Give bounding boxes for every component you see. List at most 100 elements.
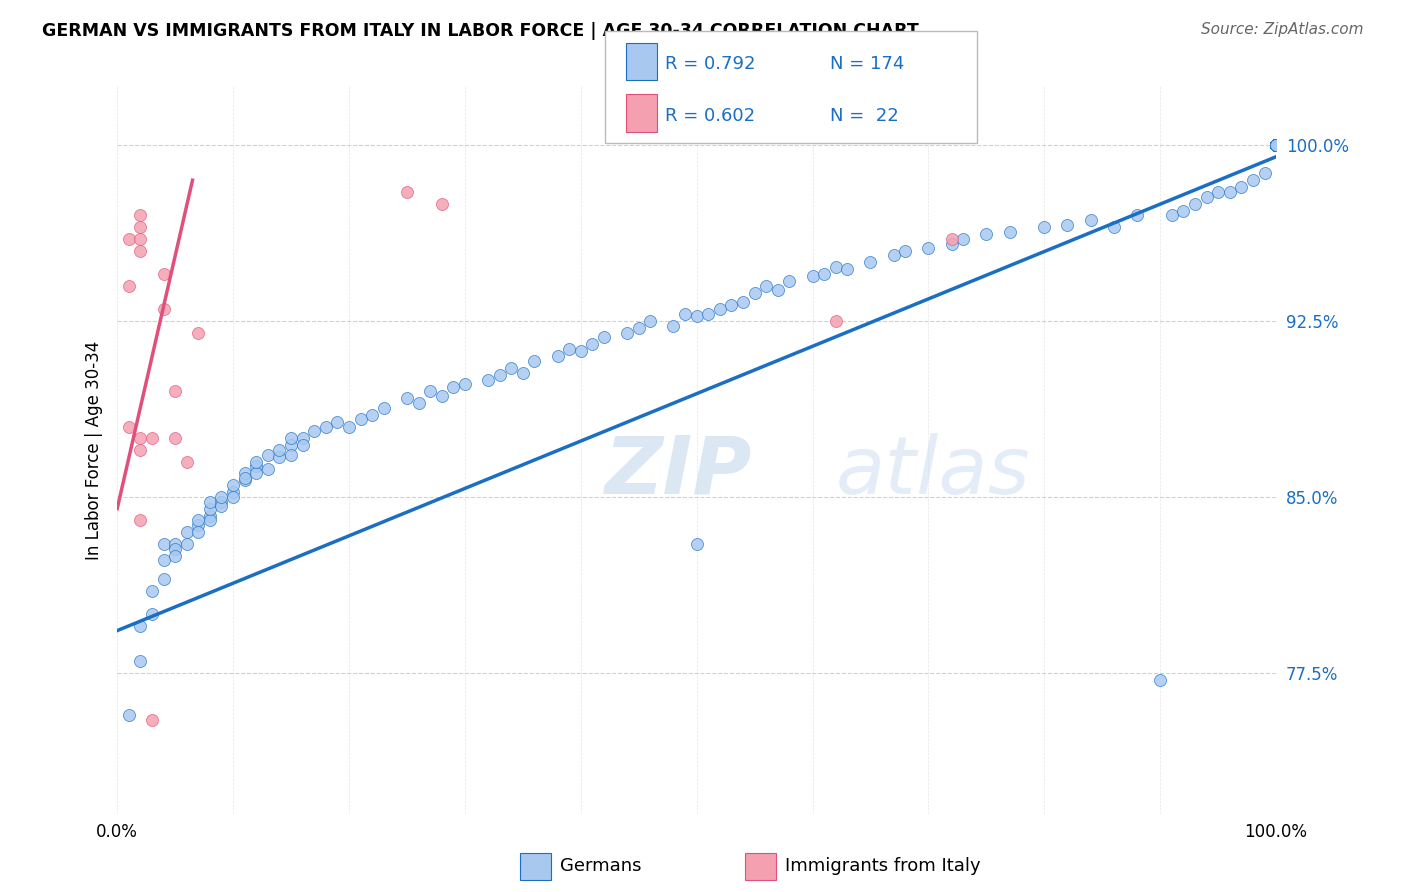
- Point: [129, 232, 152, 246]
- Text: N =  22: N = 22: [830, 107, 898, 125]
- Point: [894, 244, 917, 258]
- Point: [198, 494, 221, 508]
- Point: [731, 295, 754, 310]
- Point: [662, 318, 685, 333]
- Point: [824, 260, 846, 274]
- Point: [118, 708, 141, 723]
- Point: [1126, 208, 1149, 222]
- Point: [1265, 138, 1288, 153]
- Point: [211, 500, 233, 514]
- Point: [593, 330, 616, 344]
- Point: [129, 220, 152, 235]
- Point: [1195, 189, 1218, 203]
- Point: [755, 278, 778, 293]
- Point: [1265, 138, 1288, 153]
- Point: [512, 366, 534, 380]
- Point: [941, 236, 963, 251]
- Point: [233, 467, 256, 481]
- Point: [1265, 138, 1288, 153]
- Point: [152, 572, 174, 586]
- Point: [222, 478, 245, 492]
- Point: [1265, 138, 1288, 153]
- Y-axis label: In Labor Force | Age 30-34: In Labor Force | Age 30-34: [86, 341, 103, 559]
- Point: [1230, 180, 1253, 194]
- Point: [1265, 138, 1288, 153]
- Point: [1265, 138, 1288, 153]
- Point: [198, 508, 221, 523]
- Point: [766, 284, 789, 298]
- Point: [141, 607, 163, 622]
- Point: [1265, 138, 1288, 153]
- Point: [1265, 138, 1288, 153]
- Point: [1265, 138, 1288, 153]
- Point: [1265, 138, 1288, 153]
- Point: [118, 419, 141, 434]
- Point: [1265, 138, 1288, 153]
- Text: N = 174: N = 174: [830, 55, 904, 73]
- Text: ZIP: ZIP: [605, 433, 751, 511]
- Point: [488, 368, 510, 382]
- Point: [801, 269, 824, 284]
- Point: [280, 448, 302, 462]
- Point: [1265, 138, 1288, 153]
- Point: [280, 438, 302, 452]
- Point: [373, 401, 395, 415]
- Point: [1206, 185, 1229, 199]
- Point: [129, 244, 152, 258]
- Point: [1265, 138, 1288, 153]
- Point: [245, 459, 267, 474]
- Point: [395, 392, 418, 406]
- Point: [211, 490, 233, 504]
- Point: [187, 513, 209, 527]
- Point: [1184, 196, 1206, 211]
- Point: [430, 389, 453, 403]
- Point: [1265, 138, 1288, 153]
- Point: [558, 342, 581, 356]
- Point: [176, 525, 198, 540]
- Point: [1219, 185, 1241, 199]
- Point: [1265, 138, 1288, 153]
- Point: [477, 373, 499, 387]
- Point: [1265, 138, 1288, 153]
- Point: [1265, 138, 1288, 153]
- Point: [1265, 138, 1288, 153]
- Point: [291, 431, 314, 445]
- Point: [1265, 138, 1288, 153]
- Point: [1265, 138, 1288, 153]
- Point: [1265, 138, 1288, 153]
- Point: [245, 467, 267, 481]
- Point: [569, 344, 592, 359]
- Point: [581, 337, 603, 351]
- Point: [395, 185, 418, 199]
- Point: [778, 274, 800, 288]
- Point: [1265, 138, 1288, 153]
- Point: [1265, 138, 1288, 153]
- Point: [859, 255, 882, 269]
- Point: [1265, 138, 1288, 153]
- Point: [152, 267, 174, 281]
- Point: [141, 583, 163, 598]
- Point: [976, 227, 998, 242]
- Point: [222, 490, 245, 504]
- Point: [233, 474, 256, 488]
- Point: [941, 232, 963, 246]
- Point: [917, 241, 939, 255]
- Point: [1265, 138, 1288, 153]
- Text: Source: ZipAtlas.com: Source: ZipAtlas.com: [1201, 22, 1364, 37]
- Point: [361, 408, 384, 422]
- Point: [280, 431, 302, 445]
- Point: [198, 501, 221, 516]
- Point: [211, 494, 233, 508]
- Point: [441, 379, 464, 393]
- Point: [269, 442, 291, 457]
- Point: [176, 537, 198, 551]
- Point: [1265, 138, 1288, 153]
- Point: [1253, 166, 1275, 180]
- Point: [1265, 138, 1288, 153]
- Point: [187, 518, 209, 533]
- Point: [1265, 138, 1288, 153]
- Point: [302, 424, 325, 438]
- Point: [627, 321, 650, 335]
- Point: [1102, 220, 1125, 235]
- Point: [129, 442, 152, 457]
